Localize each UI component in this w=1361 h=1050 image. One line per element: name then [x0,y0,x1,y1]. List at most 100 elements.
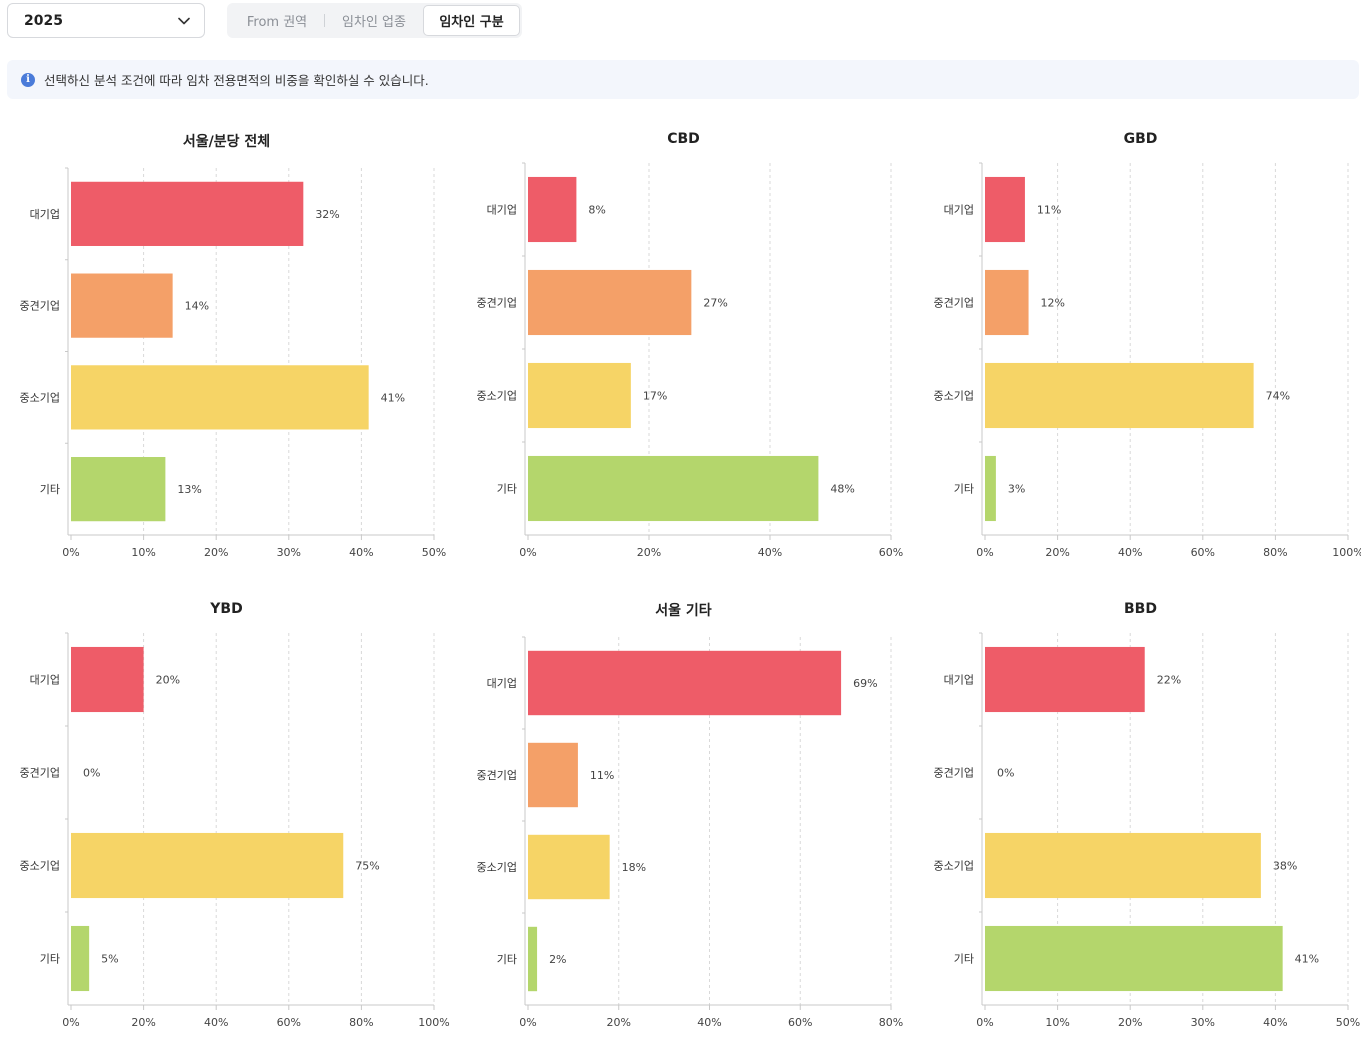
bar [528,269,692,336]
info-text: 선택하신 분석 조건에 따라 임차 전용면적의 비중을 확인하실 수 있습니다. [44,73,429,88]
x-tick-label: 30% [277,546,301,559]
x-tick-label: 80% [1263,546,1287,559]
chart-title: CBD [667,131,700,147]
data-label: 27% [703,297,727,310]
bar [528,176,577,243]
data-label: 38% [1273,860,1297,873]
data-label: 48% [830,483,854,496]
bar [71,646,144,713]
x-tick-label: 40% [697,1016,721,1029]
data-label: 2% [549,953,566,966]
x-tick-label: 10% [131,546,155,559]
bar [528,742,578,808]
bar [985,646,1145,713]
chart-title: BBD [1124,601,1157,617]
category-label: 대기업 [944,204,974,217]
x-tick-label: 50% [1336,1016,1360,1029]
x-tick-label: 20% [1118,1016,1142,1029]
bar [528,362,631,429]
x-tick-label: 60% [1191,546,1215,559]
category-label: 대기업 [487,677,517,690]
x-tick-label: 100% [418,1016,449,1029]
x-tick-label: 20% [607,1016,631,1029]
chevron-down-icon [178,17,190,24]
info-banner: i 선택하신 분석 조건에 따라 임차 전용면적의 비중을 확인하실 수 있습니… [7,60,1359,99]
category-label: 중견기업 [934,767,974,780]
bar [71,365,369,430]
bar [71,273,173,338]
data-label: 32% [315,208,339,221]
data-label: 14% [185,300,209,313]
category-label: 중소기업 [477,390,517,403]
data-label: 41% [1295,953,1319,966]
bar [985,832,1261,899]
year-select[interactable]: 2025 [7,3,205,38]
x-tick-label: 0% [519,1016,536,1029]
bar [985,269,1029,336]
x-tick-label: 50% [422,546,446,559]
data-label: 41% [381,391,405,404]
category-label: 대기업 [487,204,517,217]
year-select-value: 2025 [24,12,63,29]
x-tick-label: 80% [349,1016,373,1029]
category-label: 기타 [497,483,517,496]
chart-title: GBD [1124,131,1158,147]
bar [985,455,996,522]
data-label: 11% [590,769,614,782]
x-tick-label: 0% [62,546,79,559]
x-tick-label: 40% [1118,546,1142,559]
category-label: 기타 [497,953,517,966]
data-label: 20% [156,674,180,687]
bar [71,181,304,246]
x-tick-label: 80% [879,1016,903,1029]
tab-tenant-type[interactable]: 임차인 구분 [423,5,520,36]
category-label: 대기업 [944,674,974,687]
chart-title: 서울/분당 전체 [183,133,270,150]
category-label: 기타 [954,953,974,966]
data-label: 3% [1008,483,1025,496]
x-tick-label: 20% [637,546,661,559]
data-label: 13% [177,483,201,496]
x-tick-label: 60% [788,1016,812,1029]
data-label: 17% [643,390,667,403]
category-label: 중견기업 [934,297,974,310]
category-label: 기타 [40,483,60,496]
x-tick-label: 40% [1263,1016,1287,1029]
category-label: 중견기업 [477,769,517,782]
x-tick-label: 20% [1045,546,1069,559]
data-label: 18% [622,861,646,874]
x-tick-label: 20% [204,546,228,559]
tab-tenant-industry-label: 임차인 업종 [342,15,406,30]
x-tick-label: 20% [131,1016,155,1029]
bar [71,832,344,899]
bar [528,650,842,716]
tab-from-region-label: From 권역 [246,15,308,30]
category-label: 중견기업 [20,300,60,313]
data-label: 12% [1041,297,1065,310]
bar [71,925,90,992]
x-tick-label: 40% [204,1016,228,1029]
category-label: 대기업 [30,208,60,221]
x-tick-label: 30% [1191,1016,1215,1029]
chart-panel-6: BBD 대기업 22% 중견기업 0% 중소기업 38% 기타 41% 0% 10% 20% 30% 40… [934,601,1361,1029]
category-label: 중견기업 [477,297,517,310]
chart-panel-2: CBD 대기업 8% 중견기업 27% 중소기업 17% 기타 48% 0% 20% 40% 60% [477,131,904,559]
category-label: 중소기업 [20,860,60,873]
x-tick-label: 100% [1332,546,1361,559]
bar [528,926,538,992]
x-tick-label: 0% [976,1016,993,1029]
category-label: 중소기업 [477,861,517,874]
x-tick-label: 60% [879,546,903,559]
category-label: 중소기업 [934,390,974,403]
x-tick-label: 0% [976,546,993,559]
bar [985,362,1254,429]
x-tick-label: 40% [758,546,782,559]
data-label: 74% [1266,390,1290,403]
tab-tenant-industry[interactable]: 임차인 업종 [325,5,423,36]
data-label: 22% [1157,674,1181,687]
category-label: 대기업 [30,674,60,687]
tab-from-region[interactable]: From 권역 [229,5,325,36]
